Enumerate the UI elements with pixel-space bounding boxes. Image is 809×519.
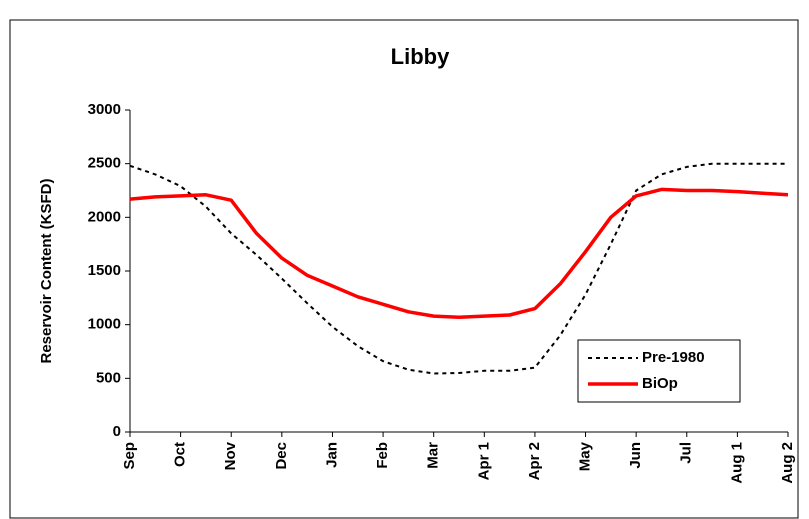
x-tick-label: Sep <box>121 442 138 470</box>
x-tick-label: Apr 1 <box>475 442 492 480</box>
y-tick-label: 2500 <box>88 155 121 172</box>
x-tick-label: Dec <box>273 442 290 470</box>
series-line <box>129 187 789 319</box>
x-tick-label: Jul <box>678 442 695 464</box>
x-tick-label: Jun <box>627 442 644 469</box>
x-tick-label: Jan <box>323 442 340 468</box>
y-tick-label: 1500 <box>88 262 121 279</box>
legend-label: BiOp <box>642 375 678 392</box>
x-tick-label: Mar <box>425 442 442 469</box>
y-tick-label: 3000 <box>88 101 121 118</box>
y-tick-label: 500 <box>96 369 121 386</box>
x-tick-label: May <box>577 441 594 471</box>
x-tick-label: Aug 2 <box>779 442 796 484</box>
y-tick-label: 0 <box>113 423 121 440</box>
y-tick-label: 1000 <box>88 316 121 333</box>
series-line <box>129 162 788 375</box>
chart-frame <box>9 19 799 519</box>
x-tick-label: Apr 2 <box>526 442 543 480</box>
legend-box <box>577 339 741 403</box>
x-tick-label: Oct <box>172 442 189 467</box>
x-tick-label: Nov <box>222 441 239 470</box>
x-tick-label: Feb <box>374 442 391 469</box>
legend-label: Pre-1980 <box>642 349 705 366</box>
y-tick-label: 2000 <box>88 208 121 225</box>
y-axis-label: Reservoir Content (KSFD) <box>38 178 55 363</box>
x-tick-label: Aug 1 <box>728 442 745 484</box>
chart-title: Libby <box>391 44 450 69</box>
